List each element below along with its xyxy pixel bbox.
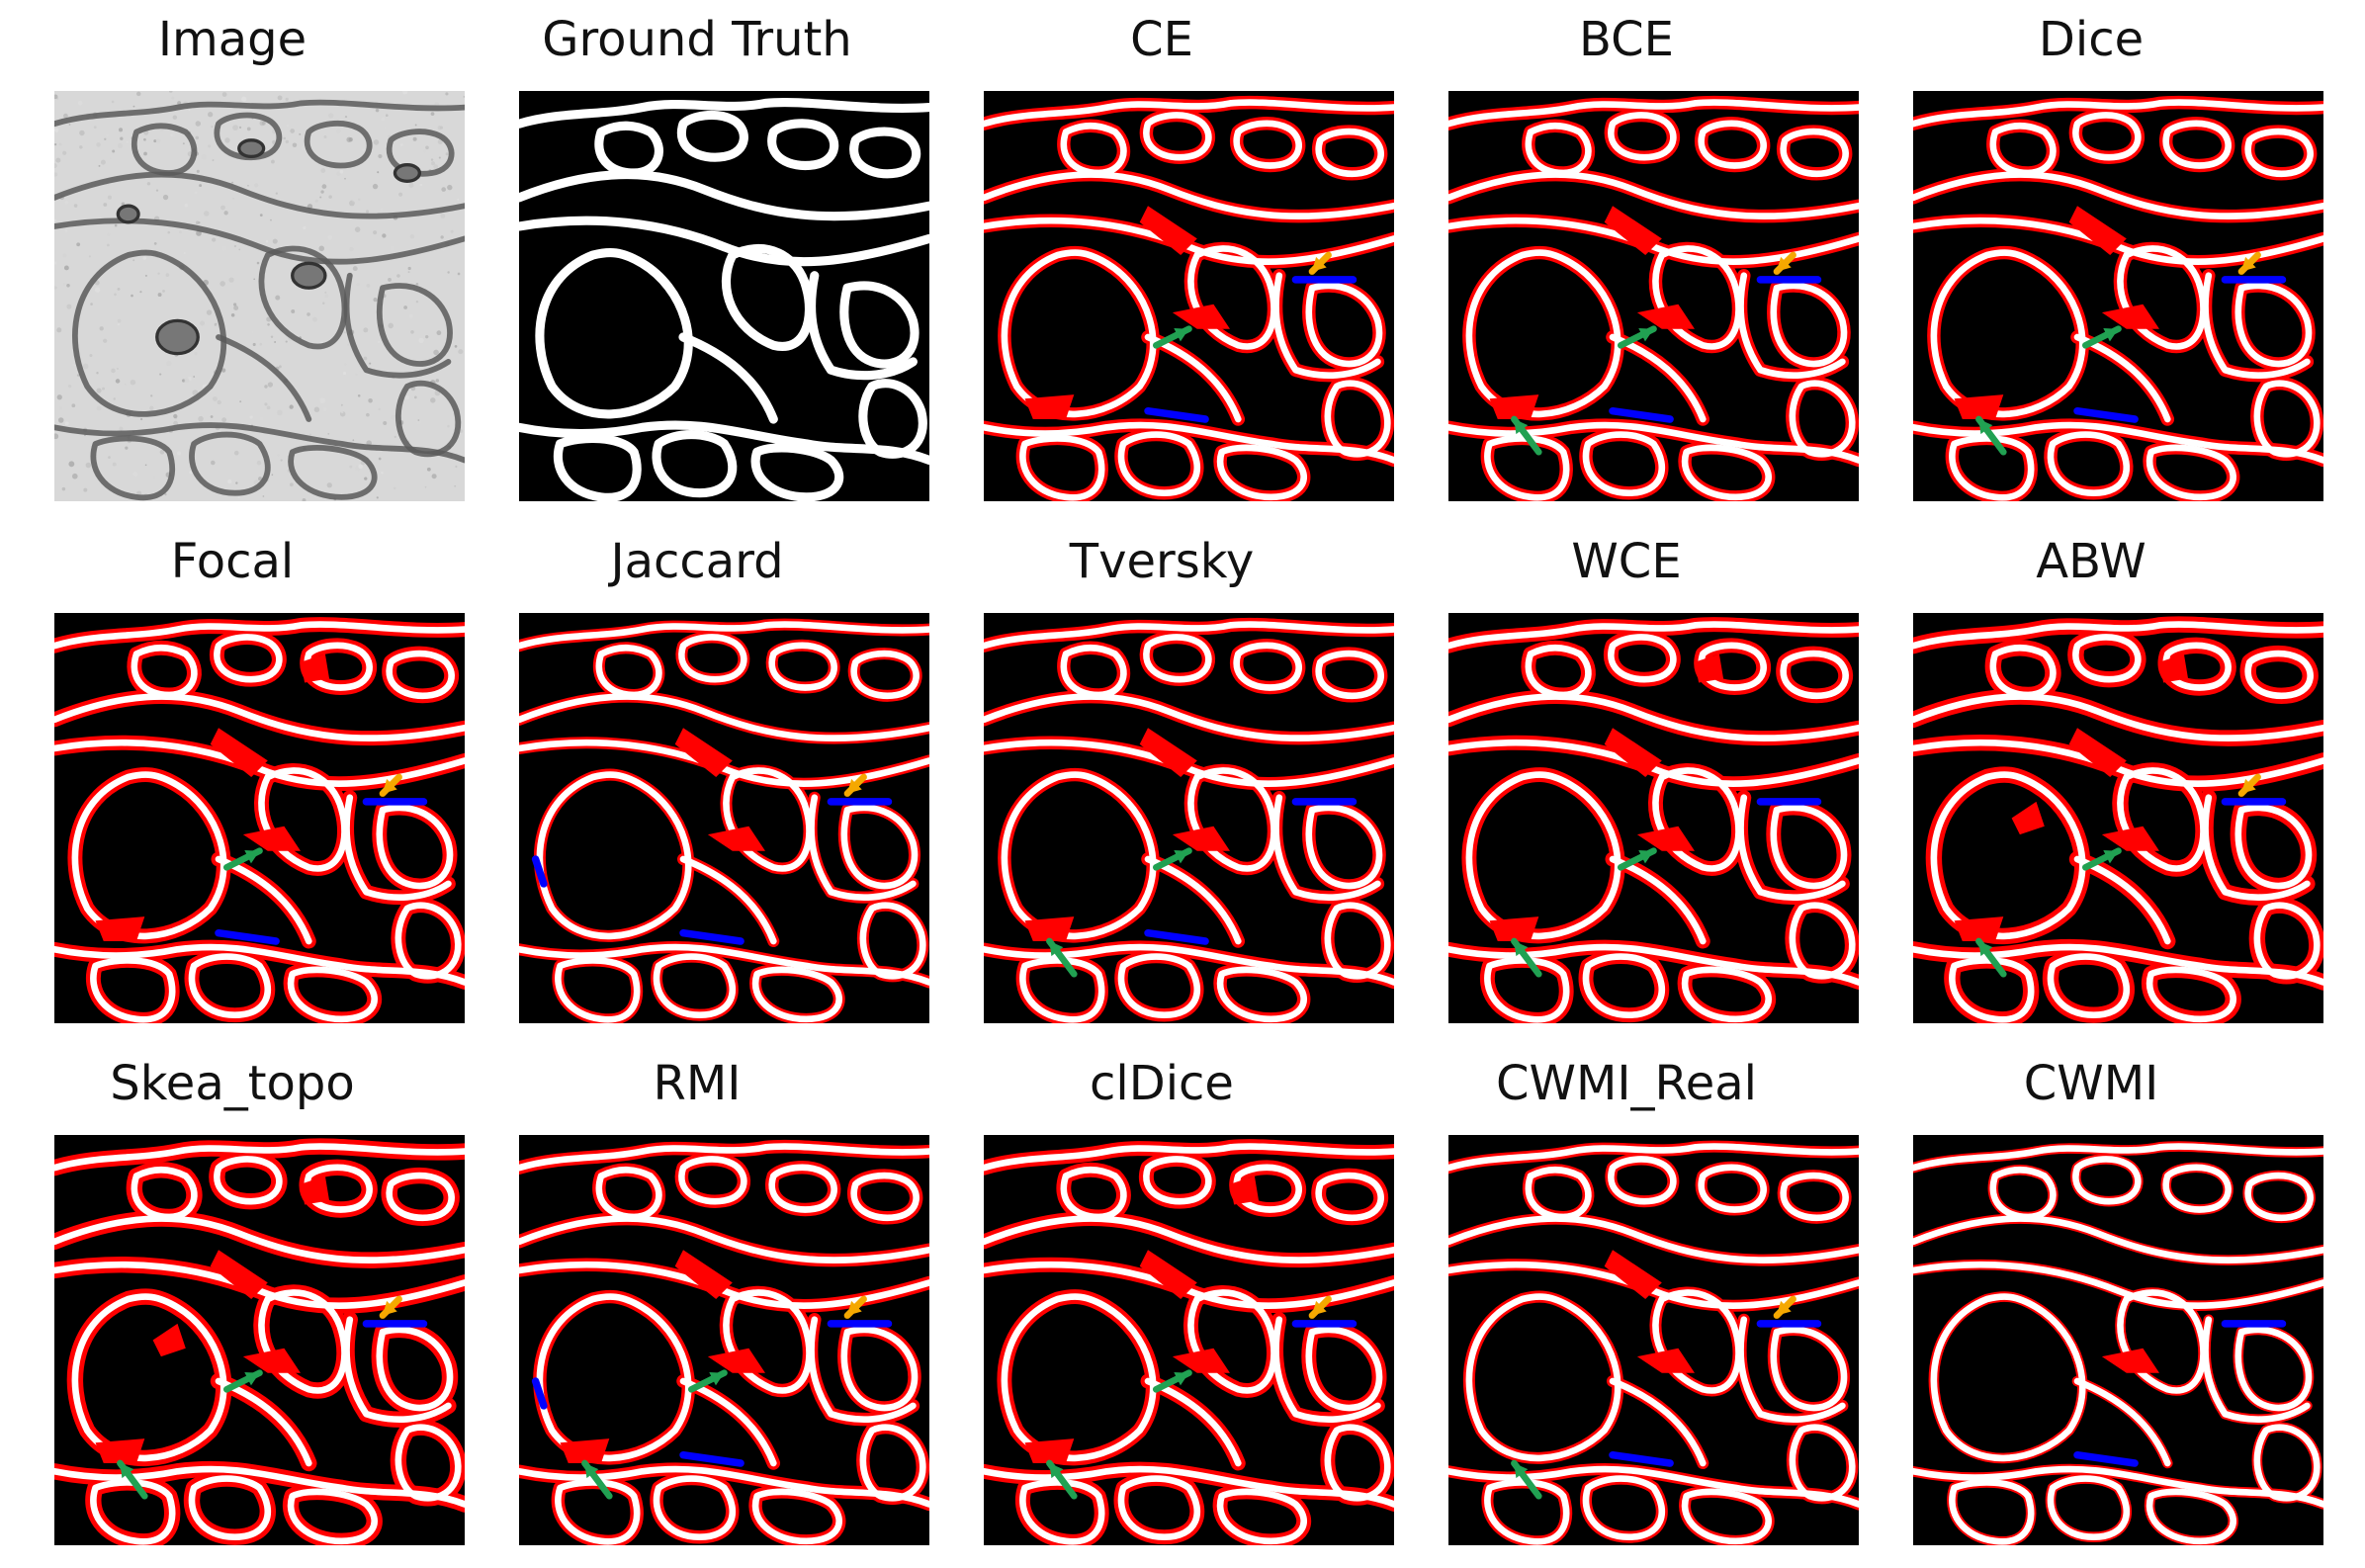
panel-ce: CE	[929, 0, 1394, 524]
panel-title: Focal	[170, 534, 295, 589]
panel-tversky: Tversky	[929, 522, 1394, 1046]
panel-title: Image	[157, 12, 307, 67]
segmentation-image	[1448, 613, 1859, 1023]
panel-abw: ABW	[1859, 522, 2323, 1046]
panel-title: Jaccard	[610, 534, 784, 589]
panel-bce: BCE	[1394, 0, 1859, 524]
segmentation-image	[519, 613, 929, 1023]
segmentation-image	[984, 91, 1394, 501]
panel-wce: WCE	[1394, 522, 1859, 1046]
panel-title: clDice	[1090, 1056, 1234, 1111]
segmentation-image	[519, 1135, 929, 1545]
segmentation-image	[984, 1135, 1394, 1545]
panel-title: Skea_topo	[110, 1056, 355, 1111]
panel-cwmi-real: CWMI_Real	[1394, 1044, 1859, 1568]
segmentation-image	[1913, 91, 2323, 501]
panel-jaccard: Jaccard	[465, 522, 929, 1046]
panel-title: ABW	[2036, 534, 2146, 589]
panel-title: CE	[1130, 12, 1193, 67]
segmentation-image	[1913, 1135, 2323, 1545]
segmentation-image	[54, 1135, 465, 1545]
segmentation-image	[54, 613, 465, 1023]
panel-title: Ground Truth	[542, 12, 852, 67]
panel-title: CWMI	[2023, 1056, 2159, 1111]
panel-skea-topo: Skea_topo	[0, 1044, 465, 1568]
panel-cwmi: CWMI	[1859, 1044, 2323, 1568]
panel-image: Image	[0, 0, 465, 524]
panel-title: RMI	[653, 1056, 742, 1111]
segmentation-image	[54, 91, 465, 501]
segmentation-image	[1913, 613, 2323, 1023]
panel-title: Dice	[2038, 12, 2145, 67]
panel-focal: Focal	[0, 522, 465, 1046]
panel-dice: Dice	[1859, 0, 2323, 524]
segmentation-image	[984, 613, 1394, 1023]
panel-cldice: clDice	[929, 1044, 1394, 1568]
panel-rmi: RMI	[465, 1044, 929, 1568]
panel-title: BCE	[1579, 12, 1674, 67]
segmentation-image	[1448, 1135, 1859, 1545]
panel-title: WCE	[1571, 534, 1682, 589]
panel-title: Tversky	[1069, 534, 1255, 589]
panel-ground-truth: Ground Truth	[465, 0, 929, 524]
segmentation-image	[519, 91, 929, 501]
segmentation-image	[1448, 91, 1859, 501]
panel-title: CWMI_Real	[1495, 1056, 1758, 1111]
